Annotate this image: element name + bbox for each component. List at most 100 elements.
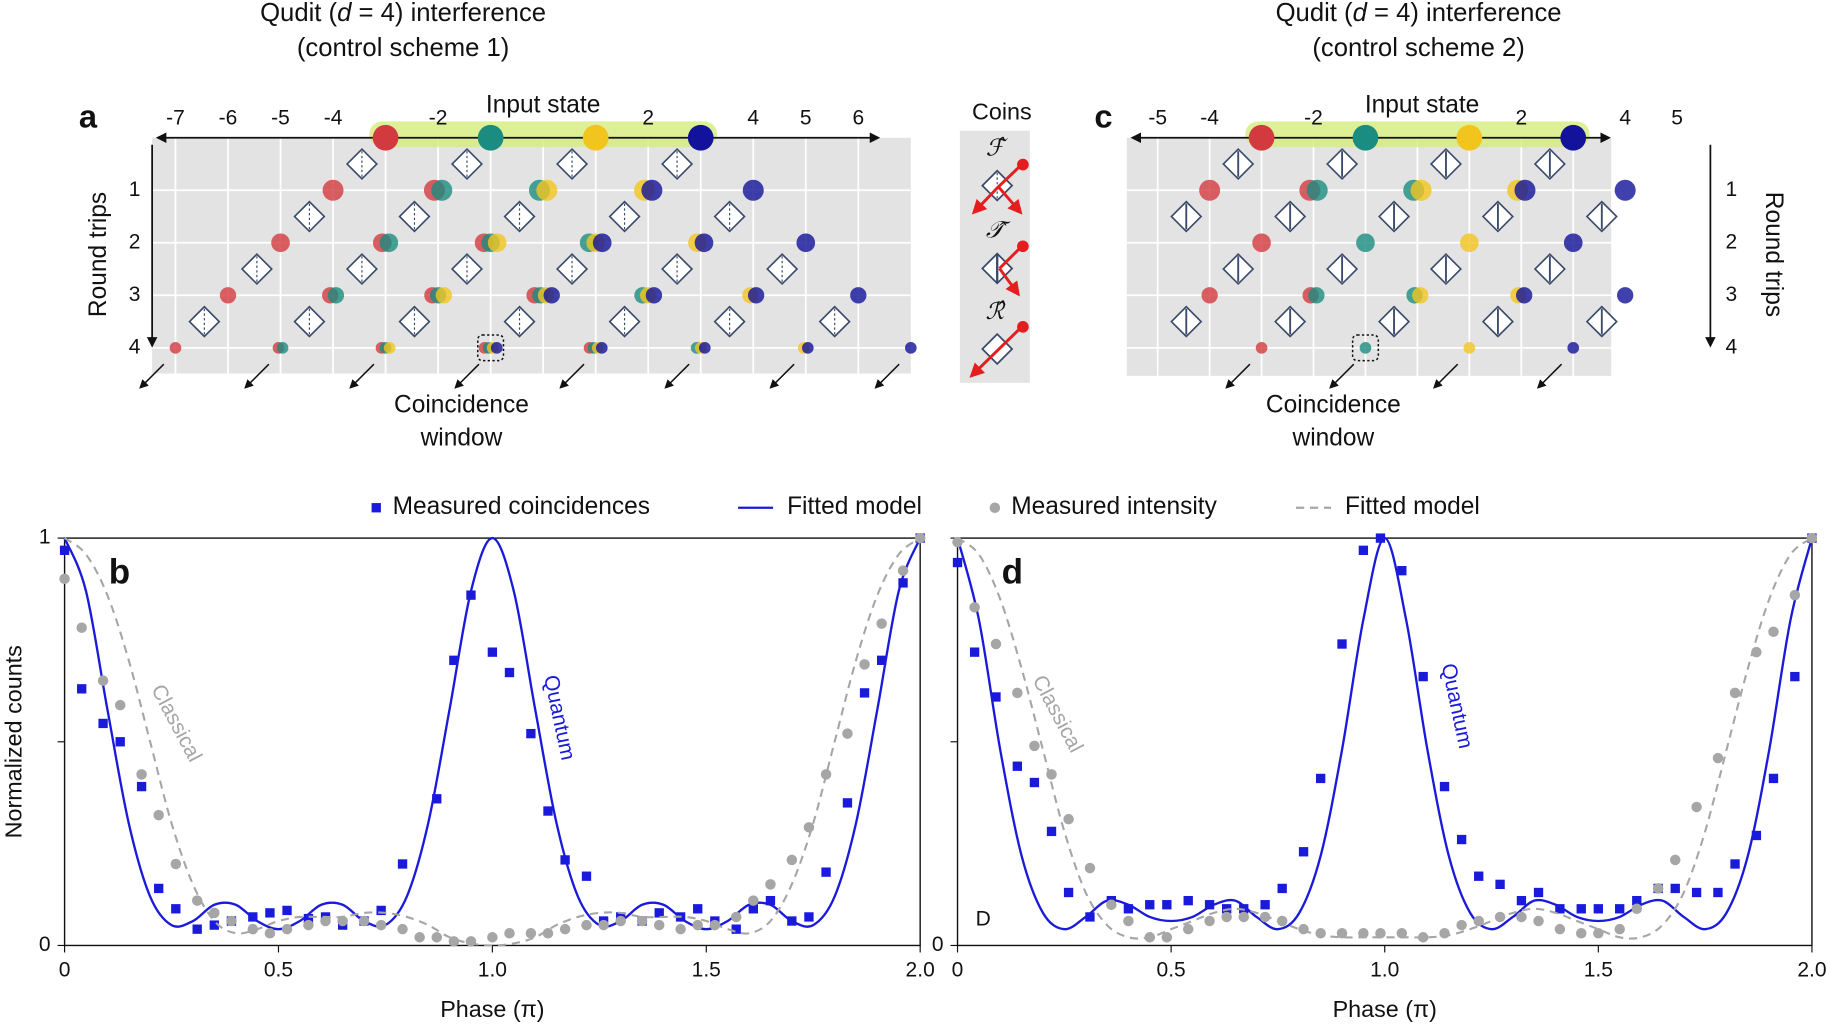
- data-point: [97, 675, 109, 686]
- data-point: [1221, 911, 1232, 923]
- data-point: [1790, 671, 1800, 682]
- data-point: [1576, 904, 1586, 914]
- data-point: [264, 927, 276, 939]
- diagram-title: Qudit (d = 4) interference: [260, 0, 546, 27]
- data-point: [1085, 912, 1095, 922]
- x-tick-label: 1.5: [1584, 959, 1613, 982]
- beam-splitter: [766, 253, 799, 286]
- data-point: [449, 655, 459, 665]
- output-arrow: [1329, 363, 1355, 389]
- position-label: 5: [1671, 107, 1683, 130]
- data-point: [1473, 915, 1484, 927]
- photon-dot: [687, 124, 714, 151]
- data-point: [1632, 895, 1642, 906]
- legend-swatch: [371, 503, 381, 513]
- data-point: [765, 895, 776, 906]
- beam-splitter: [293, 200, 326, 233]
- fit-line: [956, 537, 1813, 940]
- data-point: [504, 927, 515, 939]
- data-point: [1533, 915, 1544, 927]
- position-label: 6: [852, 107, 864, 130]
- input-glow: [369, 121, 718, 148]
- data-point: [1631, 903, 1643, 915]
- data-point: [615, 915, 626, 927]
- data-point: [876, 618, 887, 629]
- lattice-background: [152, 137, 911, 374]
- photon-dot: [850, 287, 867, 304]
- data-point: [448, 936, 460, 947]
- data-point: [803, 822, 815, 833]
- data-point: [1593, 927, 1604, 939]
- photon-dot: [904, 342, 917, 354]
- data-point: [1806, 532, 1818, 544]
- data-point: [303, 913, 314, 924]
- data-point: [804, 912, 814, 922]
- photon-dot: [1252, 233, 1271, 253]
- photon-dot: [477, 124, 504, 151]
- curve-annotation: Classical: [146, 681, 206, 766]
- data-point: [504, 667, 515, 678]
- diagram-subtitle: (control scheme 2): [1312, 34, 1524, 62]
- beam-splitter: [450, 147, 484, 181]
- panel-label: d: [1002, 553, 1023, 592]
- coin-arrow: [997, 163, 1023, 188]
- photon-dot: [271, 233, 290, 253]
- data-point: [1260, 900, 1270, 910]
- data-point: [1063, 813, 1074, 825]
- beam-splitter: [240, 253, 273, 286]
- output-label: window: [420, 424, 503, 451]
- data-point: [209, 920, 219, 930]
- photon-dot: [372, 124, 399, 151]
- fit-line: [63, 536, 922, 931]
- data-point: [581, 919, 592, 931]
- photon-dot: [1514, 179, 1536, 201]
- output-arrow: [139, 363, 165, 389]
- lattice-background: [1126, 137, 1612, 376]
- data-point: [397, 923, 408, 935]
- panel-label: a: [79, 98, 98, 135]
- data-point: [1396, 927, 1408, 939]
- position-label: -5: [1148, 107, 1167, 130]
- data-point: [320, 915, 331, 927]
- data-point: [1691, 887, 1702, 898]
- data-point: [1162, 900, 1172, 910]
- data-point: [1729, 687, 1741, 699]
- data-point: [1238, 911, 1250, 923]
- output-label: Coincidence: [1266, 392, 1401, 419]
- data-point: [170, 858, 182, 870]
- data-point: [1358, 927, 1369, 939]
- y-tick-label: 0: [39, 933, 51, 956]
- data-point: [487, 932, 498, 943]
- data-point: [1768, 773, 1779, 784]
- data-point: [98, 718, 108, 729]
- y-tick-label: 0: [932, 933, 944, 956]
- data-point: [990, 638, 1002, 650]
- y-tick-label: 1: [39, 526, 51, 549]
- data-point: [1183, 895, 1193, 906]
- output-arrow: [559, 363, 585, 389]
- beam-splitter: [503, 200, 536, 233]
- output-arrow: [349, 363, 375, 389]
- data-point: [1575, 927, 1587, 939]
- data-point: [487, 647, 498, 657]
- data-point: [1691, 801, 1702, 813]
- data-point: [1768, 626, 1779, 638]
- photon-dot: [1412, 287, 1429, 304]
- position-label: -4: [324, 107, 343, 130]
- legend-label: Fitted model: [787, 493, 922, 520]
- data-point: [171, 904, 181, 914]
- photon-dot: [327, 287, 345, 304]
- coin-t: [981, 240, 1029, 297]
- photon-dot: [490, 342, 503, 354]
- data-point: [1029, 740, 1040, 752]
- data-point: [76, 622, 87, 633]
- position-label: 4: [1619, 107, 1631, 130]
- x-tick-label: 1.0: [478, 959, 507, 982]
- title-part: = 4) interference: [351, 0, 546, 27]
- data-point: [1397, 566, 1407, 576]
- photon-dot: [801, 342, 814, 354]
- photon-dot: [595, 342, 608, 354]
- beam-splitter: [713, 200, 746, 233]
